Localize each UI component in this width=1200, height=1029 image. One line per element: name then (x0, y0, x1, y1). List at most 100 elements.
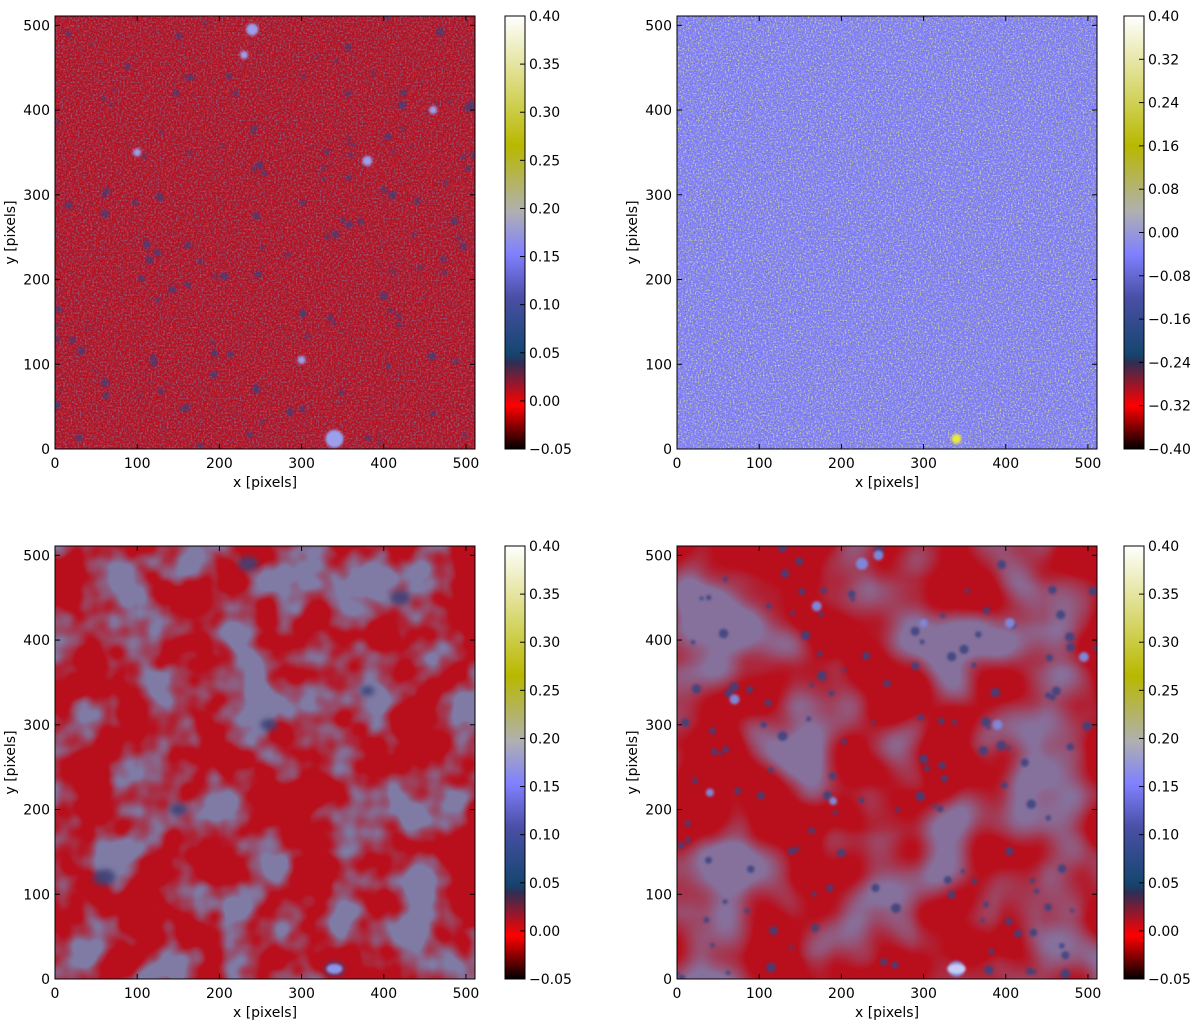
y-tick-label: 200 (645, 273, 672, 289)
colorbar-tick-label: 0.00 (1148, 226, 1179, 242)
x-tick-label: 0 (51, 456, 60, 472)
y-tick-label: 500 (23, 548, 50, 564)
y-tick-label: 0 (41, 442, 50, 458)
colorbar-tick-label: 0.05 (1148, 876, 1179, 892)
colorbar-tick-label: 0.25 (1148, 683, 1179, 699)
x-tick-label: 500 (453, 986, 480, 1002)
x-tick-label: 0 (51, 986, 60, 1002)
colorbar-tick-label: 0.15 (1148, 780, 1179, 796)
colorbar-tick-label: −0.40 (1148, 442, 1191, 458)
y-tick-label: 0 (663, 442, 672, 458)
x-tick-label: 300 (288, 986, 315, 1002)
colorbar-tick-label: 0.35 (529, 57, 560, 73)
x-tick-label: 100 (746, 456, 773, 472)
colorbar-tick-label: 0.35 (529, 587, 560, 603)
x-tick-label: 100 (124, 986, 151, 1002)
x-axis-label: x [pixels] (233, 475, 297, 491)
y-tick-label: 100 (645, 887, 672, 903)
colorbar-tick-label: −0.08 (1148, 269, 1191, 285)
colorbar: 0.40 0.35 0.30 0.25 0.20 0.15 0.10 0.05 0.00 −0.0… (1123, 539, 1191, 988)
y-axis-label: y [pixels] (3, 200, 19, 264)
plot-frame (54, 545, 476, 980)
y-tick-label: 300 (23, 718, 50, 734)
colorbar-tick-label: 0.08 (1148, 182, 1179, 198)
x-tick-label: 400 (370, 986, 397, 1002)
colorbar-tick-label: 0.30 (1148, 635, 1179, 651)
colorbar-tick-label: −0.05 (529, 972, 572, 988)
x-tick-label: 400 (992, 986, 1019, 1002)
y-axis-label: y [pixels] (625, 200, 641, 264)
y-tick-label: 400 (23, 103, 50, 119)
y-tick-label: 400 (23, 633, 50, 649)
y-tick-label: 0 (663, 972, 672, 988)
colorbar-tick-label: 0.32 (1148, 52, 1179, 68)
colorbar-gradient (504, 545, 526, 980)
colorbar: 0.40 0.32 0.24 0.16 0.08 0.00 −0.08 −0.16 −0.24 −… (1123, 9, 1191, 458)
colorbar-gradient (504, 15, 526, 450)
x-tick-label: 0 (673, 986, 682, 1002)
colorbar-tick-label: −0.05 (1148, 972, 1191, 988)
colorbar-tick-label: −0.05 (529, 442, 572, 458)
plot-frame (676, 15, 1098, 450)
colorbar-tick-label: 0.00 (529, 924, 560, 940)
y-tick-label: 300 (645, 718, 672, 734)
y-tick-label: 100 (23, 887, 50, 903)
x-tick-label: 500 (1075, 986, 1102, 1002)
y-tick-label: 300 (23, 188, 50, 204)
x-tick-label: 100 (746, 986, 773, 1002)
colorbar-tick-label: −0.32 (1148, 399, 1191, 415)
y-tick-label: 200 (645, 803, 672, 819)
colorbar-tick-label: 0.10 (529, 298, 560, 314)
colorbar-tick-label: 0.10 (1148, 828, 1179, 844)
colorbar-tick-label: 0.35 (1148, 587, 1179, 603)
x-tick-label: 300 (288, 456, 315, 472)
colorbar-tick-label: 0.16 (1148, 139, 1179, 155)
plot-frame (54, 15, 476, 450)
heatmap-image (677, 16, 1097, 449)
colorbar-tick-label: 0.20 (1148, 731, 1179, 747)
x-tick-label: 200 (828, 986, 855, 1002)
colorbar: 0.40 0.35 0.30 0.25 0.20 0.15 0.10 0.05 0.00 −0.0… (504, 539, 572, 988)
colorbar-tick-label: 0.30 (529, 105, 560, 121)
x-tick-label: 500 (453, 456, 480, 472)
colorbar-tick-label: 0.25 (529, 153, 560, 169)
x-tick-label: 400 (370, 456, 397, 472)
colorbar-tick-label: 0.24 (1148, 96, 1179, 112)
colorbar-tick-label: 0.10 (529, 828, 560, 844)
colorbar-tick-label: 0.20 (529, 201, 560, 217)
colorbar-tick-label: 0.40 (529, 539, 560, 555)
colorbar-tick-label: 0.15 (529, 780, 560, 796)
y-tick-label: 500 (23, 18, 50, 34)
x-tick-label: 200 (206, 986, 233, 1002)
x-tick-label: 400 (992, 456, 1019, 472)
x-tick-label: 200 (206, 456, 233, 472)
colorbar-tick-label: 0.25 (529, 683, 560, 699)
x-tick-label: 200 (828, 456, 855, 472)
colorbar-tick-label: 0.05 (529, 346, 560, 362)
colorbar-gradient (1123, 545, 1145, 980)
panel-top-right: 0 100 200 300 400 500 0 100 200 300 400 500 x [pixel… (625, 9, 1191, 491)
colorbar-tick-label: 0.40 (1148, 539, 1179, 555)
colorbar-tick-label: 0.20 (529, 731, 560, 747)
x-axis-label: x [pixels] (855, 475, 919, 491)
heatmap-image (677, 546, 1097, 979)
y-tick-label: 300 (645, 188, 672, 204)
panel-top-left: 0 100 200 300 400 500 0 100 200 300 400 500 x [pixel… (3, 9, 572, 491)
heatmap-image (55, 16, 475, 449)
y-tick-label: 200 (23, 803, 50, 819)
colorbar: 0.40 0.35 0.30 0.25 0.20 0.15 0.10 0.05 0.00 −0.0… (504, 9, 572, 458)
x-axis-label: x [pixels] (855, 1005, 919, 1021)
colorbar-tick-label: 0.30 (529, 635, 560, 651)
panel-bottom-right: 0 100 200 300 400 500 0 100 200 300 400 500 x [pixel… (625, 539, 1191, 1021)
y-tick-label: 0 (41, 972, 50, 988)
colorbar-tick-label: 0.00 (529, 394, 560, 410)
colorbar-tick-label: −0.24 (1148, 355, 1191, 371)
colorbar-tick-label: 0.40 (529, 9, 560, 25)
heatmap-image (55, 546, 475, 979)
y-tick-label: 100 (645, 357, 672, 373)
x-tick-label: 300 (910, 986, 937, 1002)
colorbar-tick-label: 0.00 (1148, 924, 1179, 940)
y-tick-label: 100 (23, 357, 50, 373)
panel-bottom-left: 0 100 200 300 400 500 0 100 200 300 400 500 x [pixel… (3, 539, 572, 1021)
